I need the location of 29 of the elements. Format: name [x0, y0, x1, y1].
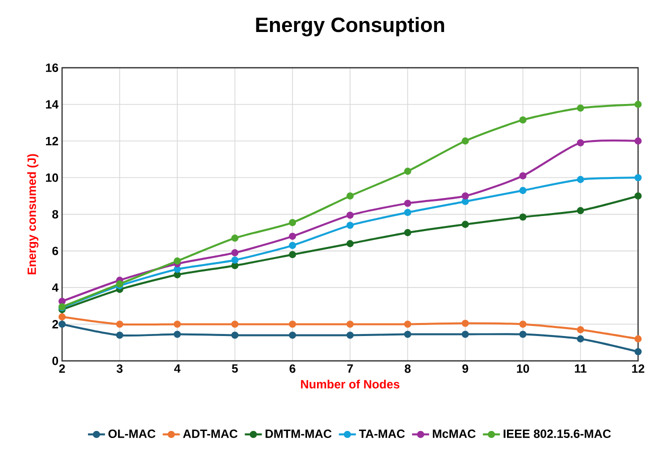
x-tick-label: 5 [232, 364, 238, 373]
x-tick-label: 12 [632, 364, 644, 373]
x-tick-label: 2 [59, 364, 65, 373]
y-tick-label: 10 [46, 173, 58, 182]
x-tick-label: 3 [116, 364, 123, 373]
y-tick-label: 8 [52, 210, 58, 219]
y-tick-label: 6 [52, 246, 58, 256]
y-tick-label: 4 [52, 283, 58, 292]
x-tick-label: 7 [347, 364, 353, 373]
y-axis-title: Energy consumed (J) [27, 154, 38, 274]
x-axis-title: Number of Nodes [301, 380, 400, 388]
legend-label: OL-MAC [108, 430, 156, 438]
legend-label: IEEE 802.15.6-MAC [504, 430, 611, 438]
x-tick-label: 10 [516, 364, 530, 373]
x-tick-label: 9 [462, 364, 468, 373]
y-tick-label: 16 [46, 64, 58, 72]
y-tick-label: 0 [52, 356, 58, 366]
legend-label: TA-MAC [359, 430, 405, 438]
legend-label: DMTM-MAC [266, 430, 332, 438]
legend-label: McMAC [432, 430, 476, 438]
legend-label: ADT-MAC [183, 430, 238, 438]
y-tick-label: 12 [46, 136, 58, 146]
y-tick-label: 14 [46, 100, 58, 109]
x-tick-label: 11 [574, 364, 586, 373]
x-tick-label: 4 [174, 364, 181, 373]
x-tick-label: 6 [290, 364, 296, 373]
chart-title: Energy Consuption [256, 17, 444, 36]
y-tick-label: 2 [52, 320, 58, 328]
x-tick-label: 8 [404, 364, 411, 373]
